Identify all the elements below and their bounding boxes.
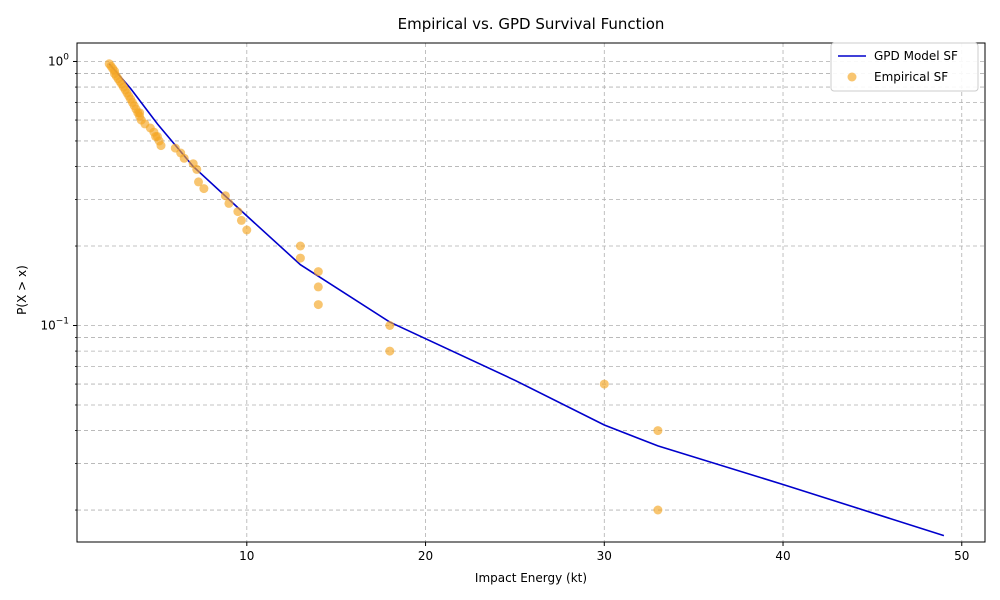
- y-tick-label: 100: [48, 52, 69, 68]
- x-tick-label: 40: [775, 549, 790, 563]
- x-tick-label: 50: [954, 549, 969, 563]
- empirical-point: [242, 225, 252, 235]
- chart-title: Empirical vs. GPD Survival Function: [398, 15, 665, 33]
- empirical-point: [199, 184, 209, 194]
- y-tick-label: 10−1: [40, 317, 69, 333]
- empirical-point: [653, 426, 663, 436]
- x-axis-label: Impact Energy (kt): [475, 571, 587, 585]
- plot-frame: [76, 42, 986, 543]
- legend-box: [830, 42, 979, 92]
- y-axis-label: P(X > x): [15, 265, 29, 315]
- legend: GPD Model SF Empirical SF: [830, 42, 979, 92]
- empirical-point: [295, 241, 305, 251]
- empirical-point: [224, 198, 234, 208]
- empirical-point: [233, 207, 243, 217]
- empirical-point: [295, 253, 305, 263]
- legend-label-model: GPD Model SF: [874, 49, 958, 63]
- legend-marker-swatch: [847, 72, 857, 82]
- empirical-point: [313, 300, 323, 310]
- legend-label-empirical: Empirical SF: [874, 70, 948, 84]
- ticks: 10 20 30 40 50 10−1 100: [40, 52, 969, 563]
- empirical-point: [653, 505, 663, 515]
- x-tick-label: 30: [597, 549, 612, 563]
- x-tick-label: 10: [239, 549, 254, 563]
- empirical-point: [156, 141, 166, 151]
- empirical-point: [313, 282, 323, 292]
- empirical-point: [385, 321, 395, 330]
- empirical-point: [385, 346, 395, 356]
- empirical-point: [220, 191, 230, 201]
- x-tick-label: 20: [418, 549, 433, 563]
- gpd-model-line: [108, 63, 945, 537]
- empirical-point: [194, 177, 203, 187]
- empirical-point: [599, 379, 609, 389]
- empirical-point: [179, 153, 189, 163]
- empirical-point: [192, 164, 202, 174]
- series-layer: [104, 59, 945, 537]
- empirical-point: [236, 215, 246, 225]
- empirical-point: [313, 267, 323, 277]
